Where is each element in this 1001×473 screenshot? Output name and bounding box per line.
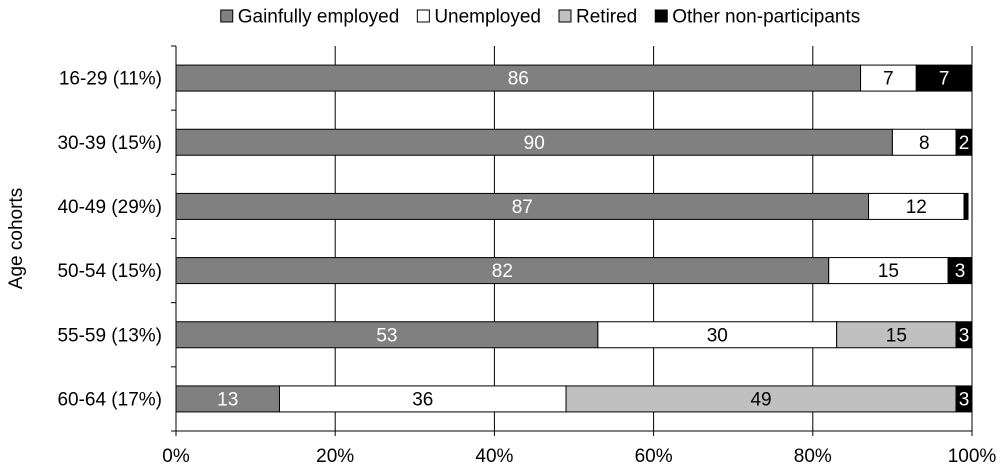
data-label: 82 [492, 261, 513, 282]
bar-retired [565, 385, 957, 413]
axes: 16-29 (11%) 30-39 (15%) 40-49 (29%) 50-54 (… [57, 45, 997, 467]
data-label: 12 [906, 197, 927, 218]
y-tick-label: 40-49 (29%) [57, 197, 162, 218]
gridlines [334, 46, 973, 431]
data-label: 49 [750, 389, 771, 410]
data-label: 15 [878, 261, 899, 282]
bar-retired [836, 321, 957, 349]
x-tick-label: 60% [635, 446, 673, 467]
bar-other-non-participants [955, 128, 973, 156]
data-label: 2 [959, 133, 970, 154]
x-tick-label: 20% [316, 446, 354, 467]
data-label: 30 [707, 325, 728, 346]
data-label: 15 [886, 325, 907, 346]
data-label: 8 [919, 133, 930, 154]
y-tick-label: 30-39 (15%) [57, 133, 162, 154]
bar-gainfully-employed [175, 257, 830, 285]
data-label: 53 [376, 325, 397, 346]
bar-gainfully-employed [175, 64, 862, 92]
data-label: 13 [217, 389, 238, 410]
legend-entry: Other non-participants [672, 7, 860, 28]
data-label: 36 [412, 389, 433, 410]
x-tick-label: 0% [162, 446, 190, 467]
legend-entry: Retired [576, 7, 637, 28]
y-axis-label: Age cohorts [6, 188, 27, 289]
bar-other-non-participants [955, 385, 973, 413]
x-tick-label: 40% [475, 446, 513, 467]
bar-unemployed [828, 257, 949, 285]
y-tick-label: 60-64 (17%) [57, 389, 162, 410]
data-label: 90 [524, 133, 545, 154]
bar-unemployed [868, 192, 965, 220]
legend-swatch [416, 9, 430, 23]
bar-unemployed [597, 321, 838, 349]
y-tick-label: 55-59 (13%) [57, 325, 162, 346]
data-label: 87 [512, 197, 533, 218]
data-label: 3 [959, 389, 970, 410]
bar-gainfully-employed [175, 192, 870, 220]
data-label: 86 [508, 69, 529, 90]
x-tick-label: 100% [948, 446, 997, 467]
data-label: 7 [939, 69, 950, 90]
y-tick-label: 16-29 (11%) [59, 69, 162, 90]
data-label: 3 [959, 325, 970, 346]
bar-other-non-participants [955, 321, 973, 349]
legend-swatch [220, 9, 234, 23]
bar-other-non-participants [963, 192, 969, 220]
bar-other-non-participants [947, 257, 973, 285]
legend-swatch [558, 9, 572, 23]
bar-unemployed [891, 128, 957, 156]
data-label: 7 [883, 69, 894, 90]
legend-swatch [654, 9, 668, 23]
bar-gainfully-employed [175, 385, 280, 413]
y-tick-label: 50-54 (15%) [57, 261, 162, 282]
bar-unemployed [278, 385, 567, 413]
bar-other-non-participants [915, 64, 973, 92]
x-tick-label: 80% [794, 446, 832, 467]
legend: Gainfully employed Unemployed Retired Other… [220, 7, 860, 28]
bar-gainfully-employed [175, 321, 599, 349]
data-label: 3 [955, 261, 966, 282]
legend-entry: Gainfully employed [238, 7, 400, 28]
legend-entry: Unemployed [434, 7, 541, 28]
